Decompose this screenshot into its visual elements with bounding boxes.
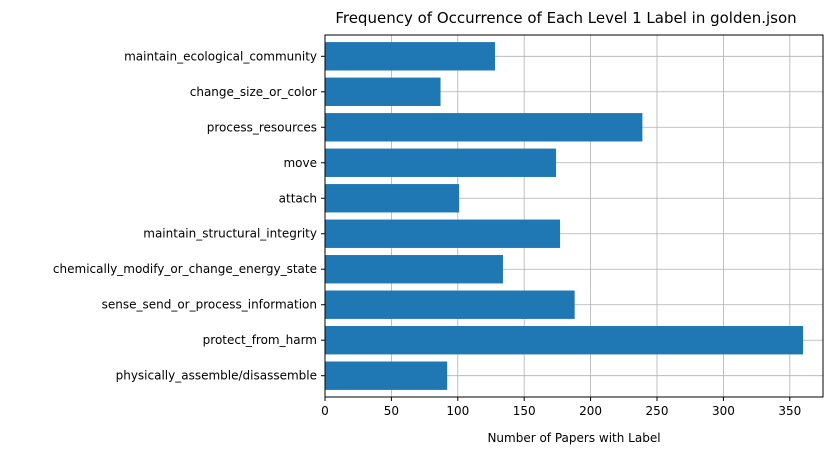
x-axis-ticks: 0 50 100 150 200 250 300 350 <box>321 397 801 418</box>
y-tick-label: process_resources <box>207 120 317 134</box>
y-tick-label: protect_from_harm <box>203 333 317 347</box>
bar-maintain-ecological-community <box>325 42 495 71</box>
y-tick-label: sense_send_or_process_information <box>102 298 317 312</box>
x-tick-label: 100 <box>446 404 469 418</box>
plot-frame <box>324 34 824 398</box>
bars-group <box>325 42 804 390</box>
x-tick-label: 200 <box>579 404 602 418</box>
x-tick-label: 0 <box>321 404 329 418</box>
y-tick-label: maintain_ecological_community <box>124 49 317 63</box>
x-tick-label: 250 <box>646 404 669 418</box>
bar-protect-from-harm <box>325 326 804 355</box>
y-tick-label: chemically_modify_or_change_energy_state <box>53 262 317 276</box>
y-tick-label: physically_assemble/disassemble <box>116 369 317 383</box>
bar-sense-send-or-process-information <box>325 290 575 319</box>
x-axis-label: Number of Papers with Label <box>487 431 660 445</box>
x-tick-label: 150 <box>513 404 536 418</box>
bar-chemically-modify-or-change-energy-state <box>325 255 503 284</box>
chart-title: Frequency of Occurrence of Each Level 1 … <box>335 9 796 27</box>
x-tick-label: 350 <box>778 404 801 418</box>
y-tick-label: maintain_structural_integrity <box>143 227 317 241</box>
bar-maintain-structural-integrity <box>325 219 561 248</box>
bar-physically-assemble-disassemble <box>325 361 448 390</box>
y-tick-label: move <box>283 156 317 170</box>
bar-attach <box>325 184 460 213</box>
y-axis-ticks: maintain_ecological_community change_size… <box>53 49 325 383</box>
bar-process-resources <box>325 113 643 142</box>
y-tick-label: change_size_or_color <box>190 85 317 99</box>
x-tick-label: 300 <box>712 404 735 418</box>
y-tick-label: attach <box>279 191 317 205</box>
bar-move <box>325 148 557 177</box>
x-tick-label: 50 <box>384 404 399 418</box>
bar-change-size-or-color <box>325 77 441 106</box>
